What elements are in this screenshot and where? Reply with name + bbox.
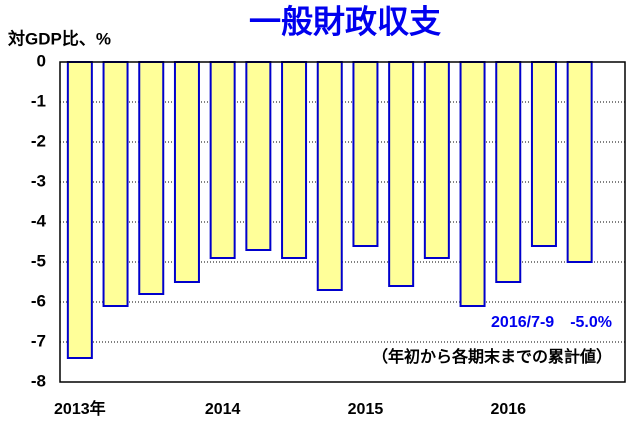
chart-title: 一般財政収支 [249, 3, 441, 39]
plot-area [60, 61, 625, 383]
bar [102, 61, 129, 307]
y-tick-label: -6 [31, 291, 46, 310]
y-tick-label: -2 [31, 131, 46, 150]
x-tick-label: 2015 [348, 401, 384, 418]
plot-frame [59, 61, 626, 383]
bar [495, 61, 522, 283]
y-tick-label: -5 [31, 251, 46, 270]
bar [316, 61, 343, 291]
y-tick-label: -8 [31, 371, 46, 390]
bar [459, 61, 486, 307]
bar [423, 61, 450, 259]
bar [138, 61, 165, 295]
x-tick-label: 2013年 [54, 399, 106, 418]
bar [530, 61, 557, 247]
bar [566, 61, 593, 263]
annotation: 2016/7-9 -5.0% [491, 314, 612, 331]
bar [209, 61, 236, 259]
bar [352, 61, 379, 247]
bar [173, 61, 200, 283]
y-tick-label: -4 [31, 211, 47, 230]
bar [281, 61, 308, 259]
y-tick-label: 0 [37, 51, 46, 70]
bar [388, 61, 415, 287]
y-tick-label: -7 [31, 331, 46, 350]
bar [66, 61, 93, 359]
x-tick-label: 2014 [205, 401, 241, 418]
bar [245, 61, 272, 251]
annotation: （年初から各期末までの累計値） [372, 347, 612, 366]
x-tick-label: 2016 [490, 401, 526, 418]
y-tick-label: -1 [31, 91, 46, 110]
y-tick-label: -3 [31, 171, 46, 190]
y-axis-label: 対GDP比、% [7, 28, 111, 48]
